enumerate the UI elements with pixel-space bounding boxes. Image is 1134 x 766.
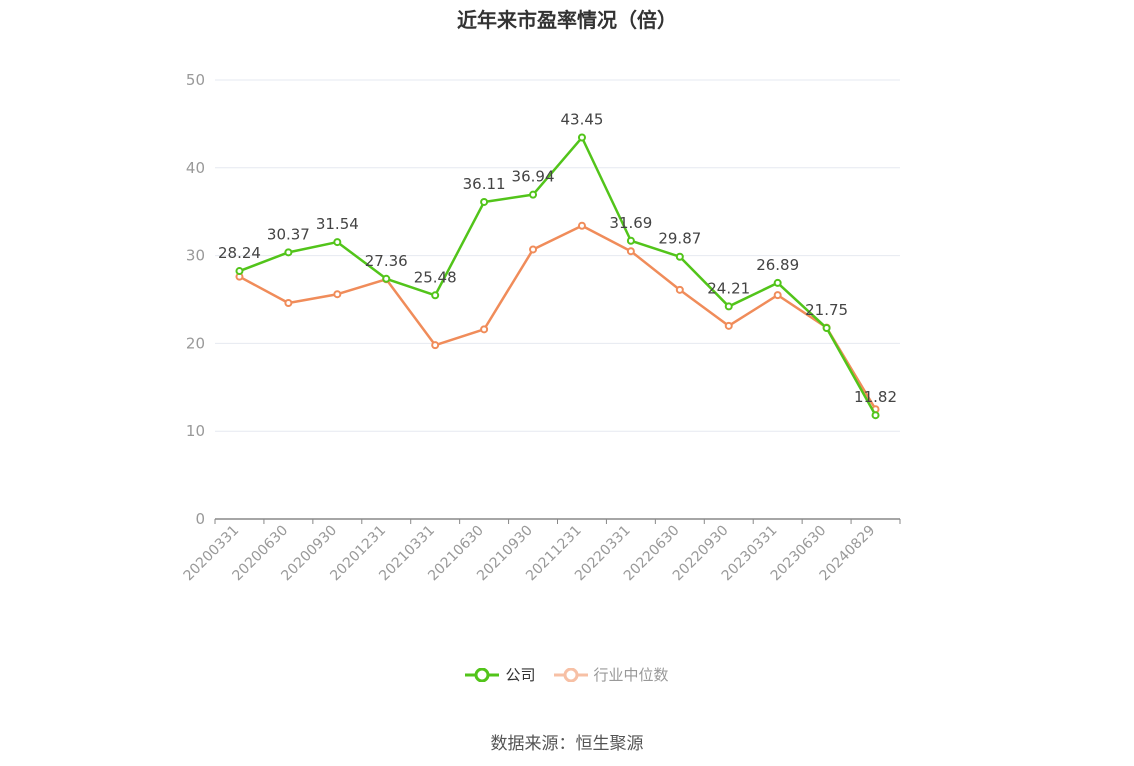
y-tick-label: 10	[186, 422, 205, 440]
y-tick-label: 40	[186, 159, 205, 177]
data-point-industry	[577, 221, 586, 230]
data-label: 30.37	[267, 225, 310, 243]
data-point-company	[480, 197, 489, 206]
data-point-company	[773, 278, 782, 287]
y-tick-label: 20	[186, 334, 205, 352]
legend-label-industry: 行业中位数	[593, 666, 669, 684]
data-point-company	[284, 248, 293, 257]
data-point-company	[235, 267, 244, 276]
legend-marker-company	[465, 667, 500, 682]
series-line-industry	[238, 224, 877, 410]
data-point-company	[431, 291, 440, 300]
data-labels: 28.24 30.37 31.54 27.36 25.48 36.11 36.94 43.45…	[218, 111, 897, 407]
data-point-industry	[480, 325, 489, 334]
axes: 0102030405020200331202006302020093020201…	[181, 71, 901, 584]
legend-label-company: 公司	[505, 666, 536, 684]
data-label: 36.11	[463, 175, 506, 193]
data-point-industry	[284, 299, 293, 308]
data-point-industry	[773, 291, 782, 300]
data-point-company	[822, 324, 831, 333]
data-point-company	[675, 252, 684, 261]
data-point-company	[382, 274, 391, 283]
data-label: 25.48	[414, 268, 457, 286]
data-label: 21.75	[805, 301, 848, 319]
data-point-industry	[529, 245, 538, 254]
series-line-company	[239, 136, 877, 416]
data-point-company	[333, 238, 342, 247]
data-point-company	[529, 190, 538, 199]
y-tick-label: 50	[186, 71, 205, 89]
data-point-company	[577, 133, 586, 142]
data-label: 29.87	[658, 230, 701, 248]
data-point-industry	[675, 285, 684, 294]
legend: 公司 行业中位数	[0, 664, 1134, 685]
data-point-industry	[431, 341, 440, 350]
data-point-industry	[626, 247, 635, 256]
data-label: 11.82	[854, 388, 897, 406]
series-lines	[235, 133, 880, 420]
data-label: 28.24	[218, 244, 261, 262]
data-point-industry	[333, 290, 342, 299]
legend-item-industry[interactable]: 行业中位数	[553, 664, 669, 685]
legend-item-company[interactable]: 公司	[465, 664, 536, 685]
data-point-company	[724, 302, 733, 311]
data-label: 43.45	[560, 111, 603, 129]
data-point-industry	[724, 321, 733, 330]
data-label: 26.89	[756, 256, 799, 274]
data-label: 31.69	[609, 214, 652, 232]
data-label: 24.21	[707, 279, 750, 297]
data-label: 31.54	[316, 215, 359, 233]
data-label: 36.94	[512, 168, 555, 186]
data-point-company	[626, 236, 635, 245]
chart-title: 近年来市盈率情况（倍）	[457, 8, 677, 32]
data-label: 27.36	[365, 252, 408, 270]
y-tick-label: 0	[195, 510, 205, 528]
data-source: 数据来源：恒生聚源	[490, 734, 644, 754]
data-point-company	[871, 411, 880, 420]
legend-marker-industry	[553, 667, 588, 682]
y-tick-label: 30	[186, 247, 205, 265]
